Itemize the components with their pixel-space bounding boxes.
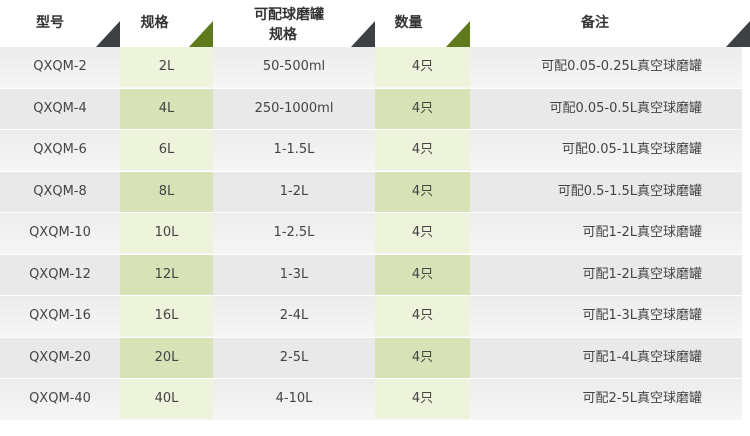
header-label: 可配球磨罐 (254, 7, 324, 23)
cell-size: 6L (120, 130, 213, 170)
table-row: QXQM-10 10L 1-2.5L 4只 可配1-2L真空球磨罐 (0, 213, 742, 255)
table-row: QXQM-8 8L 1-2L 4只 可配0.5-1.5L真空球磨罐 (0, 171, 742, 213)
table-row: QXQM-12 12L 1-3L 4只 可配1-2L真空球磨罐 (0, 254, 742, 296)
table-row: QXQM-20 20L 2-5L 4只 可配1-4L真空球磨罐 (0, 337, 742, 379)
cell-quantity: 4只 (375, 213, 470, 253)
header-label: 数量 (394, 15, 423, 31)
table-row: QXQM-40 40L 4-10L 4只 可配2-5L真空球磨罐 (0, 379, 742, 421)
cell-quantity: 4只 (375, 337, 470, 378)
table-row: QXQM-2 2L 50-500ml 4只 可配0.05-0.25L真空球磨罐 (0, 47, 742, 89)
cell-model: QXQM-20 (29, 349, 91, 365)
cell-notes: 可配0.5-1.5L真空球磨罐 (557, 183, 702, 199)
cell-quantity: 4只 (375, 47, 470, 87)
cell-notes: 可配1-2L真空球磨罐 (582, 266, 702, 282)
table-header: 型号 规格 可配球磨罐规格 数量 备注 (0, 0, 750, 47)
cell-model: QXQM-4 (33, 100, 87, 116)
cell-quantity: 4只 (375, 88, 470, 129)
cell-model: QXQM-10 (29, 225, 91, 240)
cell-notes: 可配0.05-1L真空球磨罐 (561, 142, 702, 157)
cell-model: QXQM-40 (29, 391, 91, 406)
cell-notes: 可配1-2L真空球磨罐 (582, 225, 702, 240)
cell-size: 8L (120, 171, 213, 212)
cell-size: 4L (120, 88, 213, 129)
cell-size: 12L (120, 254, 213, 295)
cell-jar-spec: 250-1000ml (254, 100, 334, 116)
corner-triangle-icon (96, 21, 120, 47)
cell-notes: 可配1-3L真空球磨罐 (582, 308, 702, 323)
table-row: QXQM-16 16L 2-4L 4只 可配1-3L真空球磨罐 (0, 296, 742, 338)
table-row: QXQM-4 4L 250-1000ml 4只 可配0.05-0.5L真空球磨罐 (0, 88, 742, 130)
header-label: 型号 (36, 15, 64, 31)
table-row: QXQM-6 6L 1-1.5L 4只 可配0.05-1L真空球磨罐 (0, 130, 742, 172)
header-model: 型号 (0, 0, 120, 47)
cell-jar-spec: 2-4L (279, 308, 309, 323)
corner-triangle-icon (726, 21, 750, 47)
cell-quantity: 4只 (375, 130, 470, 170)
cell-jar-spec: 1-2L (279, 183, 309, 199)
cell-notes: 可配0.05-0.25L真空球磨罐 (541, 59, 702, 74)
cell-quantity: 4只 (375, 171, 470, 212)
table-body: QXQM-2 2L 50-500ml 4只 可配0.05-0.25L真空球磨罐 QXQM-… (0, 47, 742, 421)
header-size: 规格 (120, 0, 213, 47)
cell-size: 16L (120, 296, 213, 336)
cell-quantity: 4只 (375, 379, 470, 419)
cell-jar-spec: 1-1.5L (273, 142, 315, 157)
corner-triangle-icon (189, 21, 213, 47)
cell-jar-spec: 4-10L (275, 391, 313, 406)
cell-jar-spec: 1-2.5L (273, 225, 315, 240)
cell-size: 2L (120, 47, 213, 87)
cell-model: QXQM-2 (33, 59, 87, 74)
cell-notes: 可配2-5L真空球磨罐 (582, 391, 702, 406)
corner-triangle-icon (446, 21, 470, 47)
cell-size: 10L (120, 213, 213, 253)
cell-notes: 可配1-4L真空球磨罐 (582, 349, 702, 365)
cell-notes: 可配0.05-0.5L真空球磨罐 (549, 100, 702, 116)
cell-model: QXQM-8 (33, 183, 87, 199)
cell-model: QXQM-16 (29, 308, 91, 323)
cell-quantity: 4只 (375, 254, 470, 295)
corner-triangle-icon (351, 21, 375, 47)
cell-jar-spec: 1-3L (279, 266, 309, 282)
cell-model: QXQM-6 (33, 142, 87, 157)
cell-model: QXQM-12 (29, 266, 91, 282)
header-label: 规格 (269, 27, 297, 43)
header-label: 规格 (140, 15, 169, 31)
cell-jar-spec: 2-5L (279, 349, 309, 365)
cell-size: 40L (120, 379, 213, 419)
header-notes: 备注 (470, 0, 750, 47)
header-label: 备注 (581, 15, 609, 31)
cell-quantity: 4只 (375, 296, 470, 336)
header-jar-spec: 可配球磨罐规格 (213, 0, 375, 47)
cell-size: 20L (120, 337, 213, 378)
header-quantity: 数量 (375, 0, 470, 47)
cell-jar-spec: 50-500ml (262, 59, 326, 74)
